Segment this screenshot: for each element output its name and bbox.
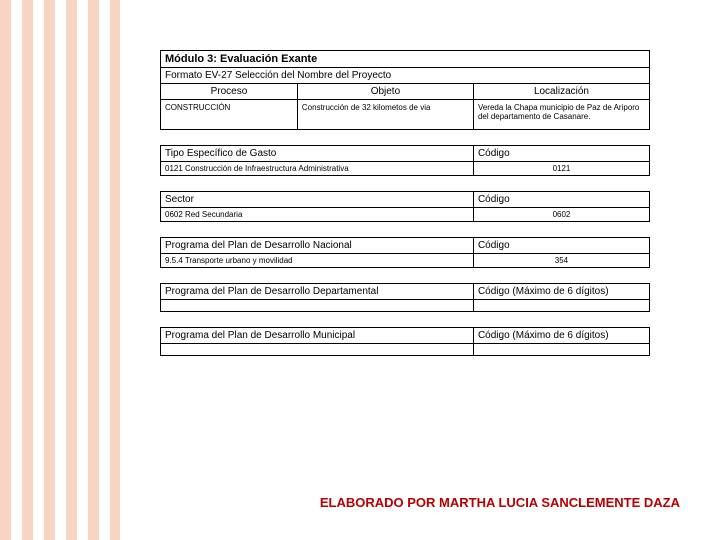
tipo-gasto-codigo-label: Código	[473, 146, 649, 162]
sector-label: Sector	[161, 192, 474, 208]
format-label: Formato EV-27 Selección del Nombre del P…	[161, 68, 650, 84]
col-proceso-header: Proceso	[161, 84, 298, 100]
proceso-value: CONSTRUCCIÓN	[161, 100, 298, 130]
col-objeto-header: Objeto	[297, 84, 473, 100]
objeto-value: Construcción de 32 kilometos de via	[297, 100, 473, 130]
localizacion-value: Vereda la Chapa municipio de Paz de Arip…	[473, 100, 649, 130]
sector-codigo-label: Código	[473, 192, 649, 208]
programa-departamental-label: Programa del Plan de Desarrollo Departam…	[161, 284, 474, 300]
tipo-gasto-value: 0121 Construcción de Infraestructura Adm…	[161, 162, 474, 176]
programa-municipal-value	[161, 344, 474, 356]
sector-codigo: 0602	[473, 208, 649, 222]
tipo-gasto-label: Tipo Específico de Gasto	[161, 146, 474, 162]
programa-municipal-codigo	[473, 344, 649, 356]
module-title: Módulo 3: Evaluación Exante	[161, 51, 650, 68]
evaluation-form-table: Módulo 3: Evaluación Exante Formato EV-2…	[160, 50, 650, 356]
footer-author: ELABORADO POR MARTHA LUCIA SANCLEMENTE D…	[320, 495, 680, 510]
programa-nacional-value: 9.5.4 Transporte urbano y movilidad	[161, 254, 474, 268]
programa-nacional-label: Programa del Plan de Desarrollo Nacional	[161, 238, 474, 254]
decorative-stripe-background	[0, 0, 120, 540]
col-localizacion-header: Localización	[473, 84, 649, 100]
programa-nacional-codigo: 354	[473, 254, 649, 268]
sector-value: 0602 Red Secundaria	[161, 208, 474, 222]
tipo-gasto-codigo: 0121	[473, 162, 649, 176]
programa-nacional-codigo-label: Código	[473, 238, 649, 254]
programa-municipal-label: Programa del Plan de Desarrollo Municipa…	[161, 328, 474, 344]
form-container: Módulo 3: Evaluación Exante Formato EV-2…	[160, 50, 650, 356]
programa-departamental-codigo	[473, 300, 649, 312]
programa-municipal-codigo-label: Código (Máximo de 6 dígitos)	[473, 328, 649, 344]
programa-departamental-codigo-label: Código (Máximo de 6 dígitos)	[473, 284, 649, 300]
programa-departamental-value	[161, 300, 474, 312]
